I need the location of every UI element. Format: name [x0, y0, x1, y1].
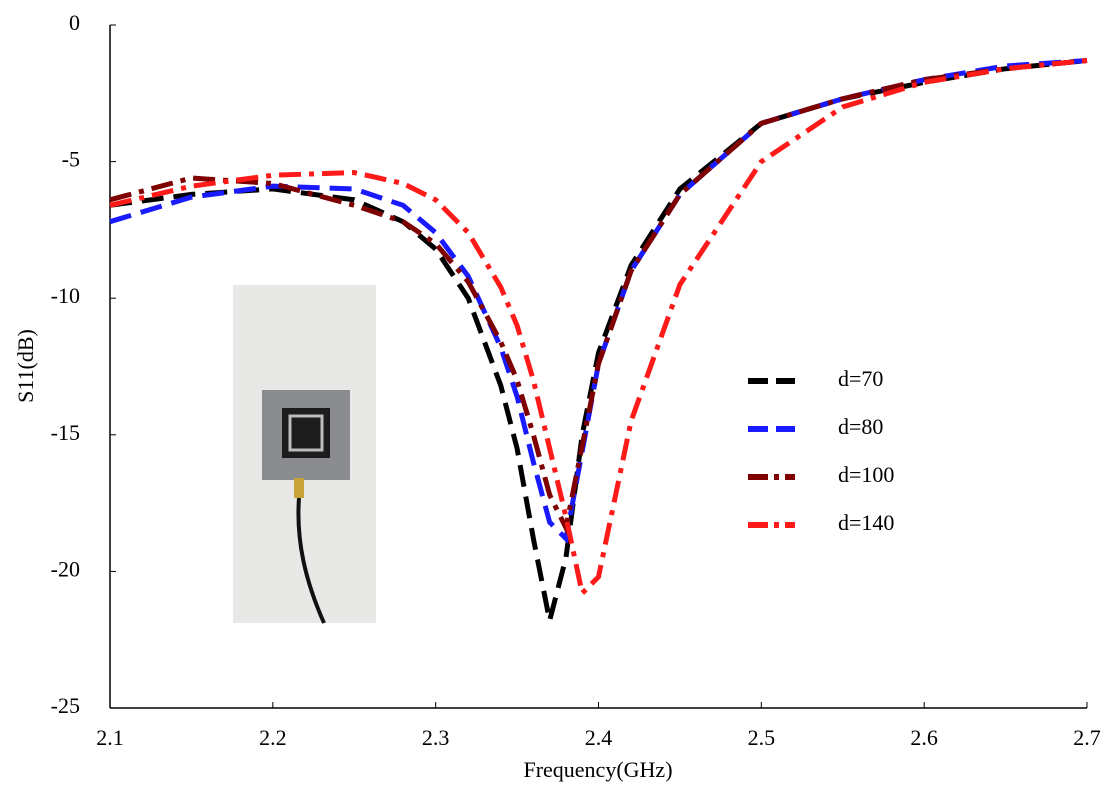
y-tick-label: -5: [62, 147, 80, 172]
legend-label: d=100: [838, 462, 894, 487]
x-tick-label: 2.7: [1073, 725, 1101, 750]
inset-photo: [233, 285, 376, 624]
x-tick-label: 2.1: [96, 725, 124, 750]
legend-label: d=140: [838, 510, 894, 535]
series-line: [109, 58, 1088, 599]
x-tick-label: 2.4: [585, 725, 613, 750]
y-tick-label: -15: [51, 420, 80, 445]
x-tick-label: 2.6: [910, 725, 938, 750]
series-line: [109, 58, 1088, 536]
legend-label: d=80: [838, 414, 883, 439]
x-tick-label: 2.2: [259, 725, 287, 750]
series-line: [109, 58, 1088, 544]
y-tick-label: -25: [51, 693, 80, 718]
x-tick-label: 2.3: [422, 725, 450, 750]
y-tick-label: 0: [69, 10, 80, 35]
y-tick-label: -20: [51, 556, 80, 581]
y-axis-label: S11(dB): [13, 329, 38, 403]
x-axis-label: Frequency(GHz): [523, 757, 672, 782]
legend-label: d=70: [838, 366, 883, 391]
x-tick-label: 2.5: [748, 725, 776, 750]
y-tick-label: -10: [51, 283, 80, 308]
